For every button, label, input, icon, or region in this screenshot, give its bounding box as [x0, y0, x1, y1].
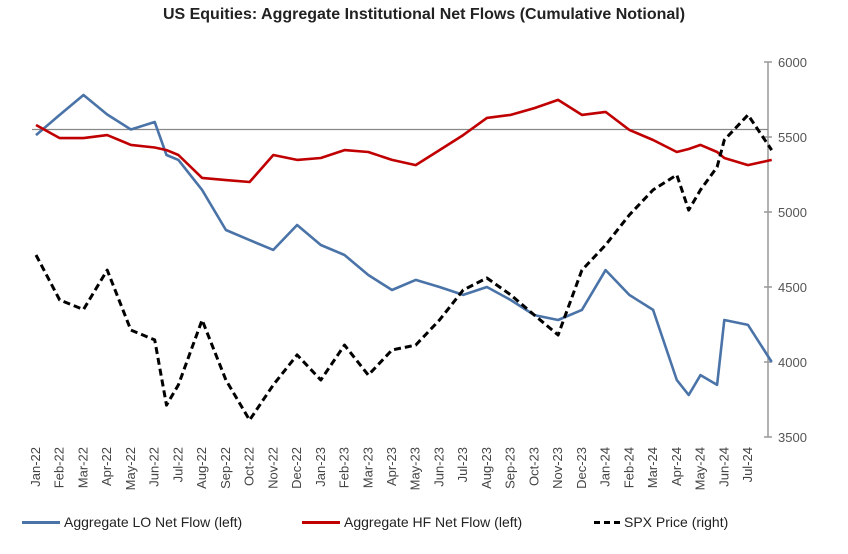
- legend-label-spx: SPX Price (right): [624, 514, 729, 530]
- x-tick-label: Dec-22: [289, 447, 304, 489]
- x-tick-label: May-24: [693, 447, 708, 490]
- x-tick-label: Jul-23: [455, 447, 470, 482]
- y-tick-label: 6000: [778, 55, 807, 70]
- y-tick-label: 4500: [778, 280, 807, 295]
- x-tick-label: Aug-22: [194, 447, 209, 489]
- legend-item-hf: Aggregate HF Net Flow (left): [302, 514, 522, 530]
- series-lines: [34, 93, 773, 422]
- y-tick-label: 5500: [778, 130, 807, 145]
- x-tick-label: Feb-22: [52, 447, 67, 488]
- right-y-axis: 3500 4000 4500 5000 5500 6000: [32, 55, 807, 445]
- series-line-lo: [35, 93, 773, 397]
- legend-item-spx: SPX Price (right): [594, 514, 728, 530]
- y-tick-label: 3500: [778, 430, 807, 445]
- x-tick-label: May-23: [408, 447, 423, 490]
- series-line-spx: [34, 113, 773, 422]
- x-tick-label: Apr-23: [384, 447, 399, 486]
- series-line-hf: [35, 98, 772, 184]
- legend-swatch-spx: [594, 520, 620, 524]
- x-tick-label: Apr-22: [99, 447, 114, 486]
- x-tick-label: Nov-22: [265, 447, 280, 489]
- chart-title: US Equities: Aggregate Institutional Net…: [162, 6, 686, 23]
- x-tick-label: Oct-23: [526, 447, 541, 486]
- x-tick-label: Jan-22: [28, 447, 43, 487]
- x-tick-label: Mar-22: [75, 447, 90, 488]
- x-tick-label: Apr-24: [669, 447, 684, 486]
- legend-label-hf: Aggregate HF Net Flow (left): [344, 514, 523, 530]
- legend-swatch-hf: [302, 520, 340, 524]
- x-tick-label: May-22: [123, 447, 138, 490]
- x-tick-label: Dec-23: [574, 447, 589, 489]
- y-tick-label: 4000: [778, 355, 807, 370]
- x-tick-label: Jun-22: [147, 447, 162, 487]
- x-tick-label: Sep-22: [218, 447, 233, 489]
- x-axis-labels: Jan-22 Feb-22 Mar-22 Apr-22 May-22 Jun-22 Jul-…: [28, 447, 755, 490]
- x-tick-label: Oct-22: [242, 447, 257, 486]
- x-tick-label: Mar-23: [360, 447, 375, 488]
- legend-item-lo: Aggregate LO Net Flow (left): [22, 514, 242, 530]
- x-tick-label: Jun-24: [716, 447, 731, 487]
- x-tick-label: Jan-23: [313, 447, 328, 487]
- x-tick-label: Sep-23: [503, 447, 518, 489]
- x-tick-label: Jul-22: [170, 447, 185, 482]
- x-tick-label: Jan-24: [598, 447, 613, 487]
- legend-swatch-lo: [22, 520, 60, 524]
- x-tick-label: Mar-24: [645, 447, 660, 488]
- x-tick-label: Aug-23: [479, 447, 494, 489]
- x-tick-label: Jun-23: [431, 447, 446, 487]
- x-tick-label: Feb-23: [337, 447, 352, 488]
- y-tick-label: 5000: [778, 205, 807, 220]
- legend-label-lo: Aggregate LO Net Flow (left): [64, 514, 243, 530]
- x-tick-label: Nov-23: [550, 447, 565, 489]
- x-tick-label: Jul-24: [740, 447, 755, 482]
- x-tick-label: Feb-24: [621, 447, 636, 488]
